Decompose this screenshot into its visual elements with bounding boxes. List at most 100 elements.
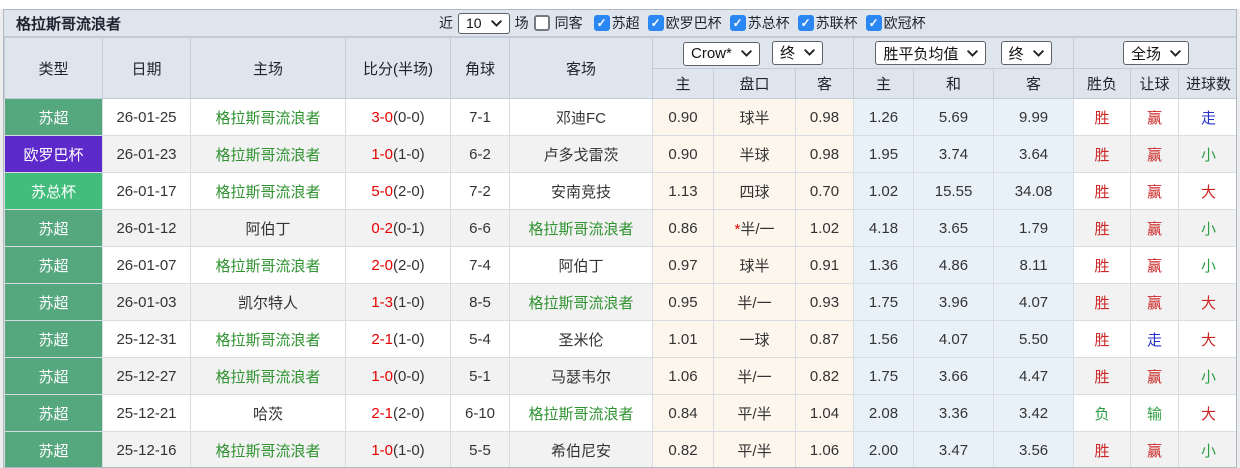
match-row: 苏超 25-12-21 哈茨 2-1(2-0) 6-10 格拉斯哥流浪者 0.84 平/半 1.… — [4, 394, 1236, 432]
score-cell: 0-2(0-1) — [345, 209, 451, 247]
odds-home-cell: 0.84 — [652, 394, 714, 432]
col-header-type: 类型 — [4, 37, 103, 99]
league-checkbox[interactable]: ✓ — [729, 15, 746, 31]
date-cell: 25-12-16 — [102, 431, 191, 467]
same-away-checkbox[interactable] — [533, 15, 550, 31]
odds-away-cell: 1.06 — [794, 431, 855, 467]
mean-home-cell: 1.02 — [853, 172, 915, 210]
chevron-down-icon — [967, 49, 979, 57]
result-cell: 胜 — [1073, 320, 1132, 358]
odds-away-cell: 0.98 — [794, 135, 855, 173]
goals-cell: 小 — [1178, 357, 1236, 395]
away-team-cell: 格拉斯哥流浪者 — [509, 209, 653, 247]
away-team-cell: 圣米伦 — [509, 320, 653, 358]
date-cell: 26-01-25 — [102, 98, 191, 136]
odds-away-cell: 0.93 — [794, 283, 855, 321]
match-row: 苏超 25-12-27 格拉斯哥流浪者 1-0(0-0) 5-1 马瑟韦尔 1.06 半/一 0… — [4, 357, 1236, 395]
goals-cell: 大 — [1178, 394, 1236, 432]
scope-select[interactable]: 全场 — [1123, 41, 1190, 65]
goals-cell: 小 — [1178, 246, 1236, 284]
type-badge: 苏超 — [4, 431, 103, 467]
handicap-result-cell: 赢 — [1130, 209, 1180, 247]
date-cell: 25-12-27 — [102, 357, 191, 395]
result-cell: 胜 — [1073, 283, 1132, 321]
filter-bar: 近 10 场 同客 ✓ 苏超 ✓ 欧罗巴杯 ✓ 苏总杯 ✓ 苏联杯 ✓ 欧冠杯 — [439, 12, 926, 34]
odds-company-value: Crow* — [691, 45, 732, 62]
corner-cell: 7-1 — [450, 98, 510, 136]
result-cell: 负 — [1073, 394, 1132, 432]
mean-away-cell: 9.99 — [993, 98, 1075, 136]
mean-select-group: 胜平负均值 终 — [853, 37, 1075, 69]
type-badge: 苏超 — [4, 209, 103, 247]
mean-draw-cell: 3.36 — [913, 394, 995, 432]
match-history-table: 类型 日期 主场 比分(半场) 角球 客场 Crow* 终 — [4, 37, 1236, 467]
mean-draw-cell: 15.55 — [913, 172, 995, 210]
league-checkbox[interactable]: ✓ — [797, 15, 814, 31]
mean-home-cell: 1.36 — [853, 246, 915, 284]
match-row: 苏超 26-01-25 格拉斯哥流浪者 3-0(0-0) 7-1 邓迪FC 0.90 球半 0.… — [4, 98, 1236, 136]
home-team-cell: 格拉斯哥流浪者 — [190, 172, 346, 210]
col-header-goals: 进球数 — [1178, 68, 1236, 99]
col-header-away: 客场 — [509, 37, 653, 99]
away-team-cell: 邓迪FC — [509, 98, 653, 136]
mean-draw-cell: 4.86 — [913, 246, 995, 284]
mean-away-cell: 4.07 — [993, 283, 1075, 321]
league-checkbox[interactable]: ✓ — [647, 15, 664, 31]
mean-final-value: 终 — [1008, 45, 1024, 63]
mean-away-cell: 1.79 — [993, 209, 1075, 247]
home-team-cell: 格拉斯哥流浪者 — [190, 98, 346, 136]
goals-cell: 大 — [1178, 320, 1236, 358]
type-badge: 苏超 — [4, 283, 103, 321]
mean-draw-cell: 3.65 — [913, 209, 995, 247]
type-badge: 欧罗巴杯 — [4, 135, 103, 173]
match-row: 苏超 25-12-31 格拉斯哥流浪者 2-1(1-0) 5-4 圣米伦 1.01 一球 0.8… — [4, 320, 1236, 358]
page-top-margin — [0, 0, 1240, 9]
result-cell: 胜 — [1073, 357, 1132, 395]
league-checkbox[interactable]: ✓ — [593, 15, 610, 31]
league-checkbox-label: 欧罗巴杯 — [665, 15, 722, 31]
odds-home-cell: 1.01 — [652, 320, 714, 358]
league-checkbox-label: 欧冠杯 — [883, 15, 926, 31]
odds-home-cell: 0.90 — [652, 135, 714, 173]
home-team-cell: 阿伯丁 — [190, 209, 346, 247]
corner-cell: 5-1 — [450, 357, 510, 395]
recent-count-value: 10 — [466, 15, 482, 31]
away-team-cell: 希伯尼安 — [509, 431, 653, 467]
type-badge: 苏超 — [4, 394, 103, 432]
recent-count-select[interactable]: 10 — [458, 12, 510, 34]
sub-header-mean-away: 客 — [993, 68, 1075, 99]
panel-title-bar: 格拉斯哥流浪者 近 10 场 同客 ✓ 苏超 ✓ 欧罗巴杯 ✓ 苏总杯 ✓ 苏联杯 ✓ 欧冠杯 — [4, 10, 1236, 37]
mean-home-cell: 1.95 — [853, 135, 915, 173]
chevron-down-icon — [1170, 49, 1181, 57]
result-cell: 胜 — [1073, 209, 1132, 247]
mean-away-cell: 3.64 — [993, 135, 1075, 173]
odds-company-select[interactable]: Crow* — [683, 41, 760, 66]
odds-final-select[interactable]: 终 — [772, 40, 824, 65]
away-team-cell: 格拉斯哥流浪者 — [509, 394, 653, 432]
league-checkbox[interactable]: ✓ — [865, 15, 882, 31]
mean-away-cell: 4.47 — [993, 357, 1075, 395]
mean-select[interactable]: 胜平负均值 — [875, 41, 987, 65]
mean-home-cell: 2.00 — [853, 431, 915, 467]
away-team-cell: 格拉斯哥流浪者 — [509, 283, 653, 321]
handicap-result-cell: 赢 — [1130, 283, 1180, 321]
mean-final-select[interactable]: 终 — [1000, 41, 1052, 65]
handicap-cell: 平/半 — [713, 394, 796, 432]
handicap-cell: 球半 — [713, 246, 796, 284]
sub-header-odds-away: 客 — [794, 68, 855, 99]
corner-cell: 7-2 — [450, 172, 510, 210]
odds-home-cell: 0.97 — [652, 246, 714, 284]
date-cell: 25-12-31 — [102, 320, 191, 358]
type-badge: 苏超 — [4, 357, 103, 395]
mean-home-cell: 1.56 — [853, 320, 915, 358]
odds-away-cell: 0.70 — [794, 172, 855, 210]
chevron-down-icon — [1032, 49, 1044, 57]
near-label: 近 — [439, 15, 454, 31]
corner-cell: 6-2 — [450, 135, 510, 173]
score-cell: 2-1(2-0) — [345, 394, 451, 432]
corner-cell: 6-6 — [450, 209, 510, 247]
same-away-label: 同客 — [554, 15, 583, 31]
odds-away-cell: 0.91 — [794, 246, 855, 284]
home-team-cell: 格拉斯哥流浪者 — [190, 357, 346, 395]
result-cell: 胜 — [1073, 135, 1132, 173]
